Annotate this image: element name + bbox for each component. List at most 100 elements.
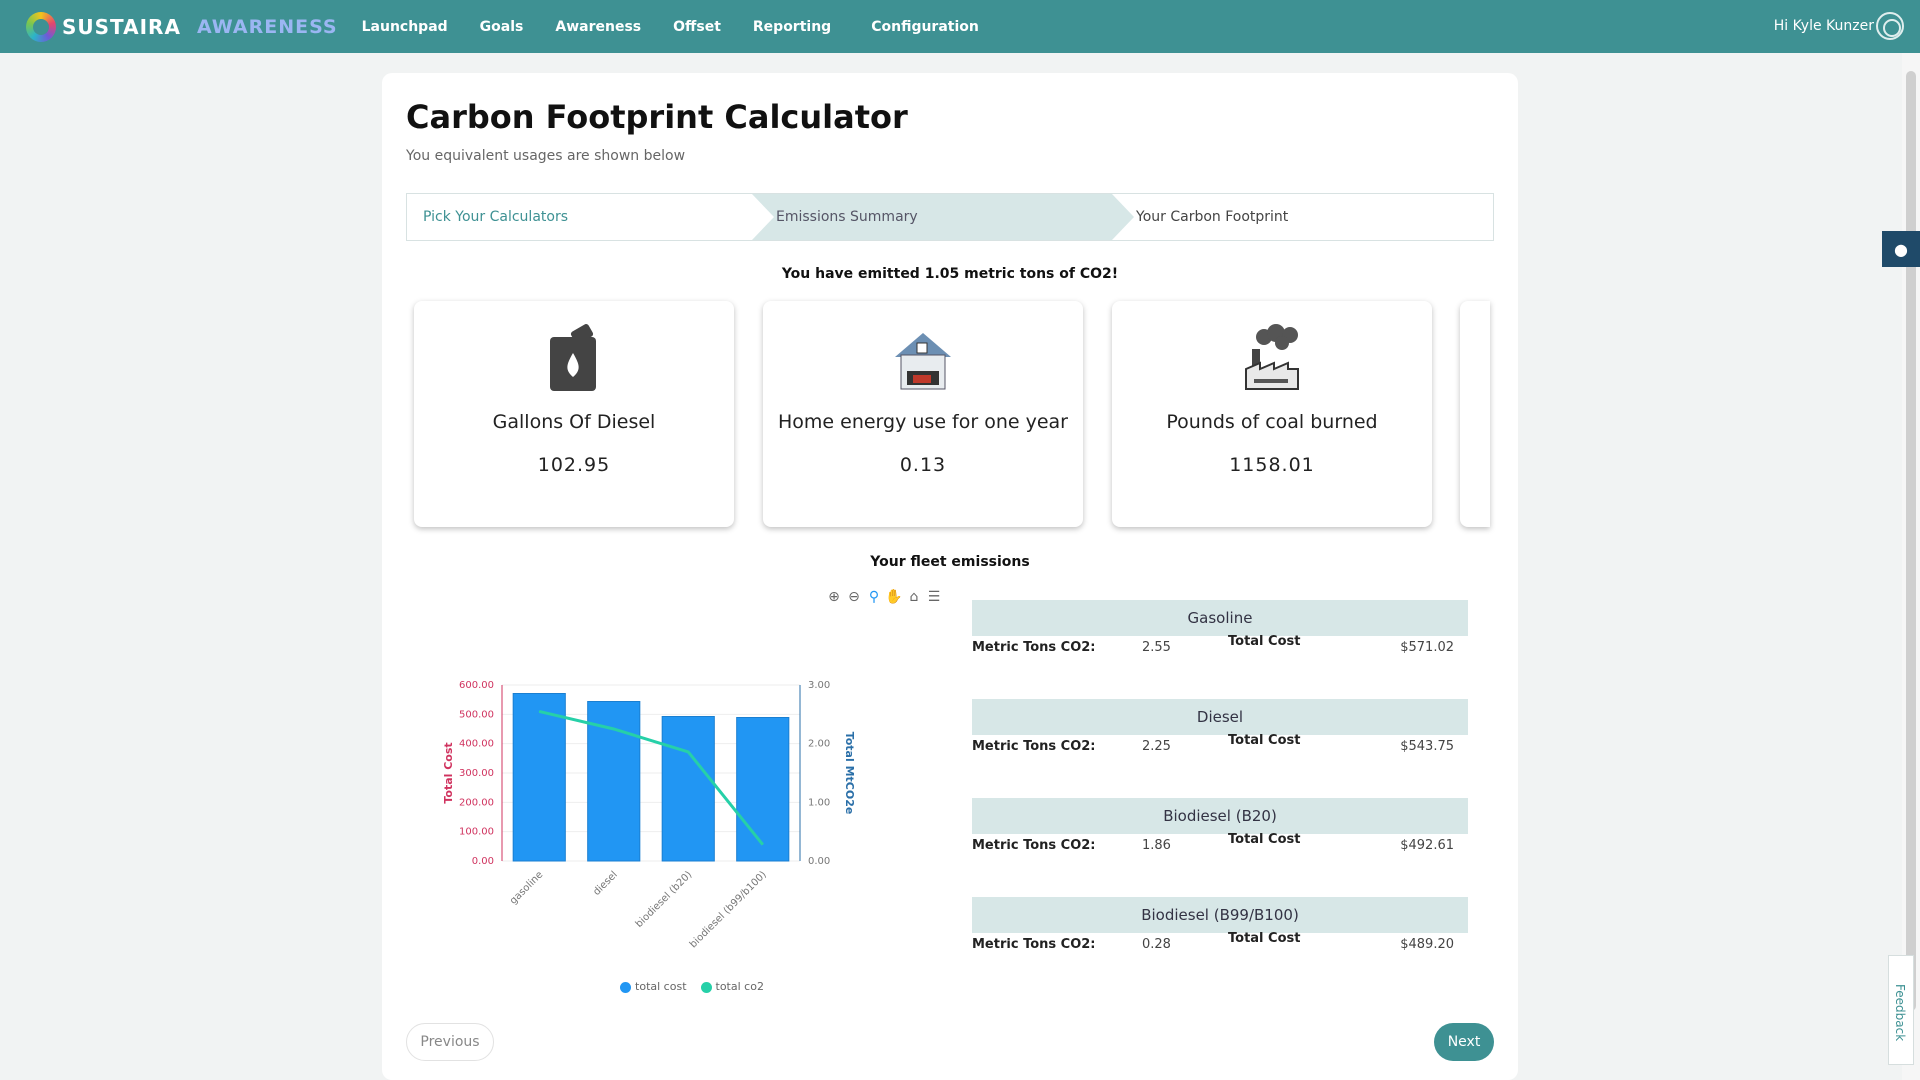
feedback-tab[interactable]: Feedback [1888, 955, 1914, 1065]
co2-label: Metric Tons CO2: [972, 937, 1096, 952]
co2-value: 2.25 [1142, 739, 1171, 754]
nav-launchpad[interactable]: Launchpad [361, 18, 448, 35]
brand-subtitle: AWARENESS [196, 15, 338, 38]
step-carbon-footprint[interactable]: Your Carbon Footprint [1136, 209, 1289, 225]
menu-icon[interactable]: ☰ [927, 589, 941, 605]
support-person-icon[interactable]: ● [1882, 231, 1920, 267]
emitted-summary: You have emitted 1.05 metric tons of CO2… [781, 266, 1119, 282]
y-tick-label: 100.00 [459, 827, 494, 838]
chart-toolbar: ⊕ ⊖ ⚲ ✋ ⌂ ☰ [824, 589, 944, 605]
zoom-out-icon[interactable]: ⊖ [848, 589, 860, 605]
co2-label: Metric Tons CO2: [972, 739, 1096, 754]
fuel-name: Biodiesel (B20) [972, 798, 1468, 834]
fuel-row: Metric Tons CO2: 1.86 Total Cost $492.61 [972, 832, 1468, 858]
cost-value: $571.02 [1400, 640, 1454, 655]
next-button[interactable]: Next [1434, 1023, 1494, 1061]
y2-tick-label: 2.00 [808, 739, 830, 750]
zoom-in-icon[interactable]: ⊕ [828, 589, 840, 605]
y-tick-label: 600.00 [459, 680, 494, 691]
fuel-can-icon [550, 324, 596, 391]
equivalent-card-home: Home energy use for one year 0.13 [763, 301, 1083, 527]
app-logo[interactable]: SUSTAIRA AWARENESS [26, 11, 338, 42]
legend-item-total-cost[interactable]: total cost [620, 980, 687, 993]
y2-tick-label: 3.00 [808, 680, 830, 691]
point-total-co2 [538, 710, 540, 712]
nav-awareness[interactable]: Awareness [555, 18, 642, 35]
x-tick-label: gasoline [508, 869, 545, 906]
fuel-name: Diesel [972, 699, 1468, 735]
point-total-co2 [687, 751, 689, 753]
nav-configuration[interactable]: Configuration [871, 18, 979, 35]
user-avatar-icon[interactable] [1876, 12, 1904, 40]
nav-reporting[interactable]: Reporting [752, 18, 832, 35]
fleet-emissions-chart: 0.00 100.00 200.00 300.00 400.00 500.00 600.00… [422, 585, 962, 1005]
cost-value: $492.61 [1400, 838, 1454, 853]
equivalent-card-diesel: Gallons Of Diesel 102.95 [414, 301, 734, 527]
co2-label: Metric Tons CO2: [972, 838, 1096, 853]
fleet-emissions-title: Your fleet emissions [870, 554, 1030, 570]
page-scrollbar[interactable] [1902, 53, 1920, 1080]
fuel-row: Metric Tons CO2: 2.55 Total Cost $571.02 [972, 634, 1468, 660]
wizard-steps: Pick Your Calculators Emissions Summary … [406, 193, 1494, 241]
co2-value: 2.55 [1142, 640, 1171, 655]
chart-legend: total cost total co2 [422, 980, 962, 993]
magnify-icon[interactable]: ⚲ [868, 589, 880, 605]
equivalent-label: Gallons Of Diesel [492, 411, 656, 433]
fuel-summary-b99: Biodiesel (B99/B100) Metric Tons CO2: 0.… [972, 897, 1468, 957]
y-axis-title: Total Cost [442, 742, 455, 803]
point-total-co2 [613, 728, 615, 730]
feedback-label: Feedback [1893, 984, 1907, 1042]
y2-tick-label: 1.00 [808, 797, 830, 808]
logo-icon [26, 11, 56, 42]
fleet-chart-svg: 0.00 100.00 200.00 300.00 400.00 500.00 600.00… [442, 680, 856, 950]
step-pick-calculators[interactable]: Pick Your Calculators [423, 209, 569, 225]
fuel-summary-diesel: Diesel Metric Tons CO2: 2.25 Total Cost … [972, 699, 1468, 759]
cost-label: Total Cost [1228, 931, 1301, 946]
y-tick-label: 400.00 [459, 739, 494, 750]
previous-button[interactable]: Previous [406, 1023, 494, 1061]
house-icon [895, 333, 951, 390]
factory-smoke-icon [1245, 324, 1299, 390]
fuel-name: Biodiesel (B99/B100) [972, 897, 1468, 933]
x-tick-label: biodiesel (b99/b100) [688, 869, 769, 950]
scroll-thumb[interactable] [1906, 71, 1916, 1011]
step-divider [1112, 194, 1134, 240]
co2-label: Metric Tons CO2: [972, 640, 1096, 655]
cost-label: Total Cost [1228, 634, 1301, 649]
fuel-summary-b20: Biodiesel (B20) Metric Tons CO2: 1.86 To… [972, 798, 1468, 858]
co2-value: 0.28 [1142, 937, 1171, 952]
co2-value: 1.86 [1142, 838, 1171, 853]
user-greeting[interactable]: Hi Kyle Kunzer [1773, 18, 1874, 34]
y2-tick-label: 0.00 [808, 856, 830, 867]
legend-dot [700, 981, 712, 993]
cost-label: Total Cost [1228, 733, 1301, 748]
y-tick-label: 0.00 [472, 856, 494, 867]
cost-value: $543.75 [1400, 739, 1454, 754]
legend-item-total-co2[interactable]: total co2 [700, 980, 764, 993]
calculator-card: Carbon Footprint Calculator You equivale… [382, 73, 1518, 1080]
equivalent-card-partial [1460, 301, 1490, 527]
top-nav: SUSTAIRA AWARENESS Launchpad Goals Aware… [0, 0, 1920, 53]
brand-name: SUSTAIRA [62, 14, 181, 39]
pan-hand-icon[interactable]: ✋ [885, 589, 903, 605]
bar-total-cost [661, 716, 715, 862]
fuel-row: Metric Tons CO2: 0.28 Total Cost $489.20 [972, 931, 1468, 957]
equivalent-card-coal: Pounds of coal burned 1158.01 [1112, 301, 1432, 527]
cost-value: $489.20 [1400, 937, 1454, 952]
home-icon[interactable]: ⌂ [909, 589, 919, 605]
nav-goals[interactable]: Goals [479, 18, 524, 35]
bar-total-cost [736, 717, 790, 862]
equivalent-label: Home energy use for one year [777, 411, 1068, 433]
equivalent-value: 1158.01 [1229, 454, 1315, 476]
legend-label: total cost [635, 980, 687, 993]
y-tick-label: 200.00 [459, 797, 494, 808]
point-total-co2 [762, 844, 764, 846]
fuel-summary-gasoline: Gasoline Metric Tons CO2: 2.55 Total Cos… [972, 600, 1468, 660]
page-title: Carbon Footprint Calculator [406, 98, 908, 136]
nav-offset[interactable]: Offset [673, 18, 721, 35]
x-tick-label: biodiesel (b20) [634, 869, 695, 930]
step-emissions-summary[interactable]: Emissions Summary [752, 194, 1112, 240]
y-tick-label: 300.00 [459, 768, 494, 779]
equivalent-label: Pounds of coal burned [1166, 411, 1378, 433]
line-total-co2 [538, 709, 764, 846]
